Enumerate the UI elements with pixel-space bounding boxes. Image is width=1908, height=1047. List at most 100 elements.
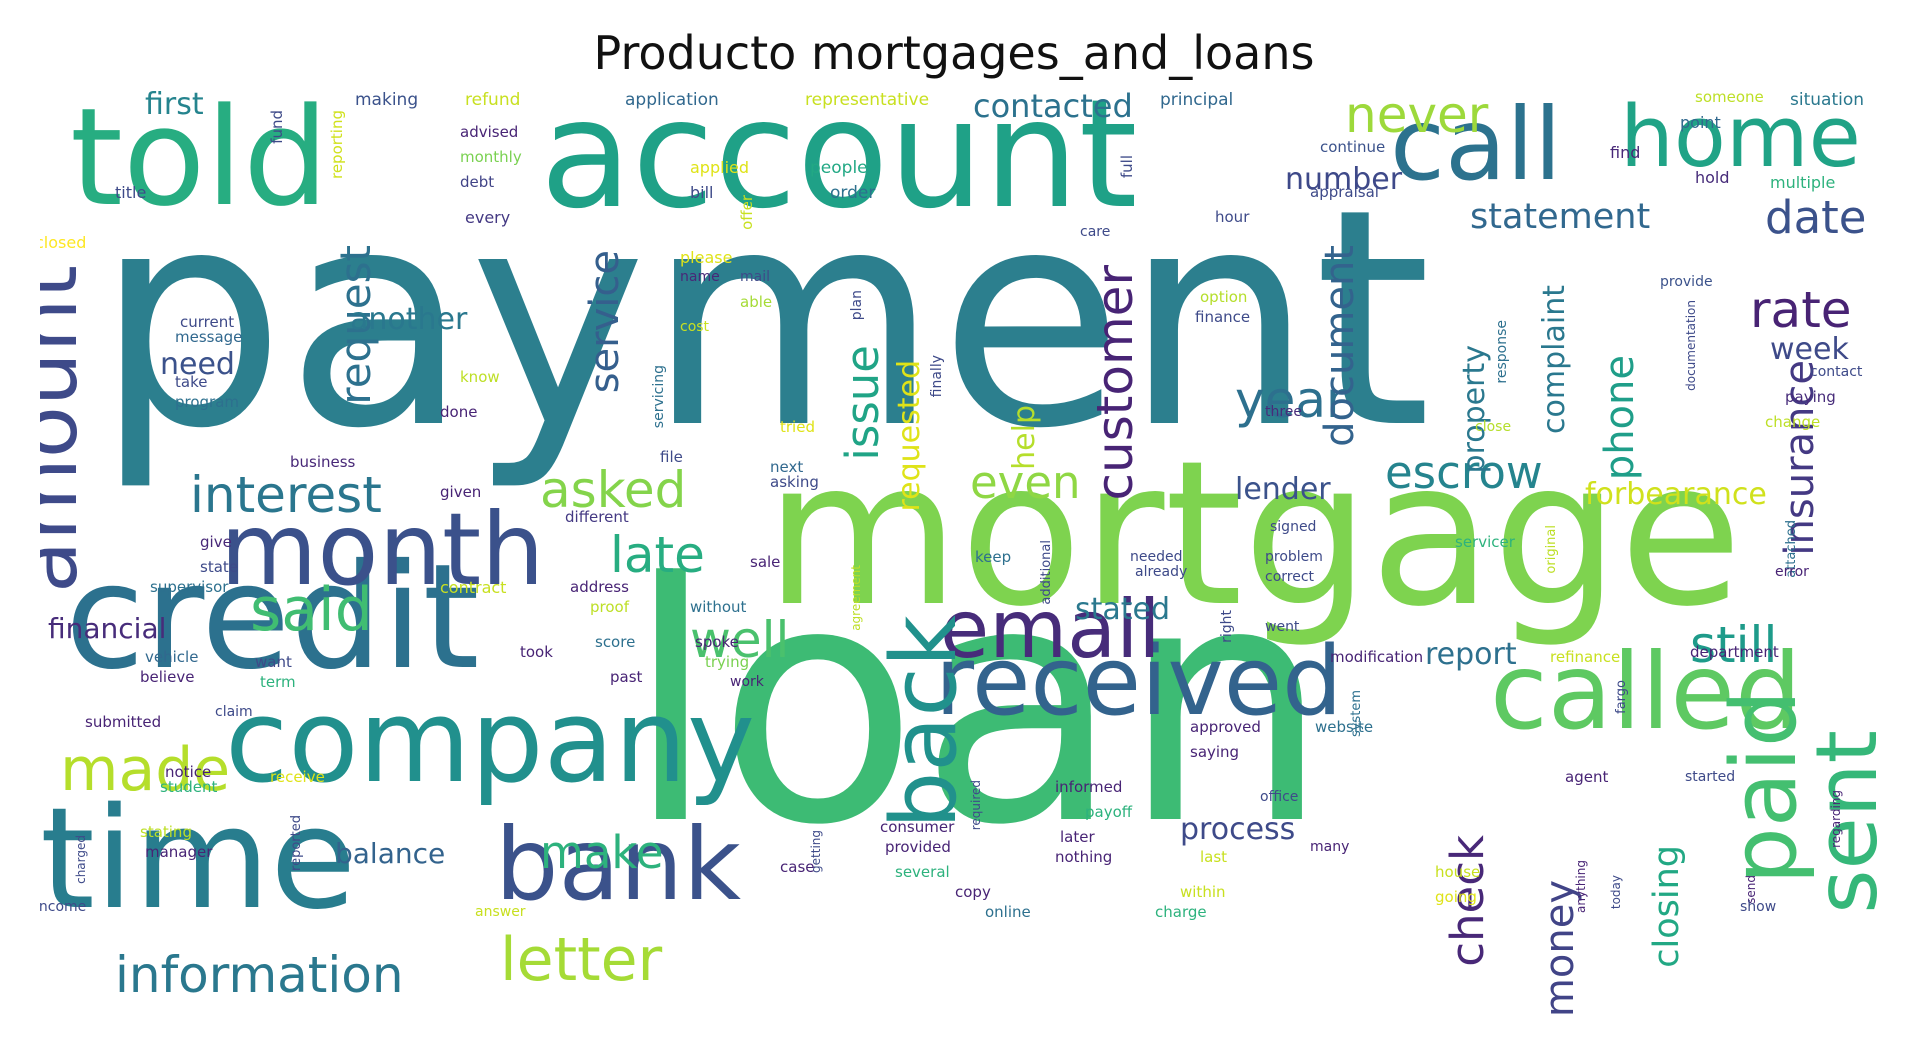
cloud-word-want: want xyxy=(255,653,292,671)
cloud-word-manager: manager xyxy=(145,843,213,861)
cloud-word-given: given xyxy=(440,483,482,501)
cloud-word-business: business xyxy=(290,453,356,471)
cloud-word-finally: finally xyxy=(929,355,945,398)
cloud-word-mortgage: mortgage xyxy=(765,418,1743,651)
cloud-word-interest: interest xyxy=(190,466,382,524)
cloud-word-nothing: nothing xyxy=(1055,848,1113,866)
cloud-word-balance: balance xyxy=(335,837,446,870)
cloud-word-offer: offer xyxy=(738,195,756,230)
cloud-word-closed: closed xyxy=(40,233,87,252)
cloud-word-account: account xyxy=(540,90,1138,242)
cloud-word-made: made xyxy=(60,735,231,805)
cloud-word-contract: contract xyxy=(440,578,507,597)
cloud-word-cost: cost xyxy=(680,319,710,335)
cloud-word-help: help xyxy=(1007,405,1042,470)
cloud-word-people: people xyxy=(810,158,868,178)
cloud-word-last: last xyxy=(1200,848,1228,866)
cloud-word-hold: hold xyxy=(1695,168,1730,187)
cloud-word-original: original xyxy=(1544,525,1559,574)
cloud-word-within: within xyxy=(1180,883,1226,901)
cloud-word-week: week xyxy=(1770,332,1849,367)
cloud-word-information: information xyxy=(115,946,404,1004)
cloud-word-submitted: submitted xyxy=(85,713,162,731)
cloud-word-told: told xyxy=(70,90,329,236)
cloud-word-vehicle: vehicle xyxy=(145,648,199,666)
cloud-word-finance: finance xyxy=(1195,308,1251,326)
cloud-word-know: know xyxy=(460,368,500,386)
cloud-word-online: online xyxy=(985,903,1031,921)
cloud-word-term: term xyxy=(260,673,296,691)
cloud-word-signed: signed xyxy=(1270,519,1317,535)
cloud-word-title: title xyxy=(115,183,147,202)
cloud-word-late: late xyxy=(610,526,705,584)
cloud-word-letter: letter xyxy=(500,925,663,995)
cloud-word-asked: asked xyxy=(540,461,687,519)
word-cloud: payment loan mortgage account told credit time… xyxy=(40,90,1880,1020)
cloud-word-show: show xyxy=(1740,899,1777,915)
cloud-word-servicer: servicer xyxy=(1455,533,1515,551)
cloud-word-fargo: fargo xyxy=(1614,680,1629,714)
cloud-word-supervisor: supervisor xyxy=(150,578,229,596)
cloud-word-stated: stated xyxy=(1075,592,1171,627)
cloud-word-principal: principal xyxy=(1160,90,1234,110)
cloud-word-proof: proof xyxy=(590,598,629,616)
cloud-word-customer: customer xyxy=(1086,265,1144,501)
cloud-word-option: option xyxy=(1200,288,1248,306)
cloud-word-receive: receive xyxy=(270,768,325,786)
cloud-word-debt: debt xyxy=(460,173,495,191)
cloud-word-company: company xyxy=(225,675,756,809)
cloud-word-without: without xyxy=(690,598,747,616)
cloud-word-continue: continue xyxy=(1320,138,1386,156)
cloud-word-past: past xyxy=(610,668,643,686)
cloud-word-response: response xyxy=(1494,320,1510,384)
cloud-word-property: property xyxy=(1457,345,1492,474)
cloud-word-please: please xyxy=(680,248,733,267)
cloud-word-credit: credit xyxy=(65,533,480,702)
cloud-word-called: called xyxy=(1490,631,1802,753)
cloud-word-house: house xyxy=(1435,863,1481,881)
cloud-word-later: later xyxy=(1060,828,1095,846)
cloud-word-paying: paying xyxy=(1785,388,1836,406)
cloud-word-message: message xyxy=(175,328,243,346)
cloud-word-appraisal: appraisal xyxy=(1310,183,1379,201)
cloud-word-documentation: documentation xyxy=(1684,300,1698,391)
cloud-word-error: error xyxy=(1775,564,1809,580)
cloud-word-website: website xyxy=(1315,718,1374,736)
cloud-word-plan: plan xyxy=(849,290,865,321)
cloud-word-provide: provide xyxy=(1660,274,1713,290)
cloud-word-anything: anything xyxy=(1574,860,1588,913)
cloud-word-stating: stating xyxy=(140,823,192,841)
cloud-word-close: close xyxy=(1475,419,1512,435)
cloud-word-claim: claim xyxy=(215,704,253,720)
cloud-word-representative: representative xyxy=(805,90,930,110)
cloud-word-situation: situation xyxy=(1790,90,1865,110)
cloud-word-file: file xyxy=(660,448,683,466)
cloud-word-time: time xyxy=(40,778,357,941)
cloud-word-first: first xyxy=(145,90,204,122)
cloud-word-call: call xyxy=(1390,90,1562,203)
cloud-word-program: program xyxy=(175,393,240,411)
cloud-word-additional: additional xyxy=(1039,540,1054,605)
cloud-word-never: never xyxy=(1345,90,1489,144)
cloud-word-find: find xyxy=(1610,143,1641,162)
cloud-word-refinance: refinance xyxy=(1550,648,1621,666)
cloud-word-regarding: regarding xyxy=(1829,790,1843,848)
chart-title: Producto mortgages_and_loans xyxy=(593,26,1315,80)
cloud-word-charged: charged xyxy=(74,835,88,884)
cloud-word-lender: lender xyxy=(1235,472,1331,507)
cloud-word-several: several xyxy=(895,863,950,881)
cloud-word-started: started xyxy=(1685,769,1736,785)
cloud-word-month: month xyxy=(220,491,545,608)
cloud-word-paid: paid xyxy=(1712,690,1817,885)
cloud-word-closing: closing xyxy=(1647,845,1687,968)
cloud-word-saying: saying xyxy=(1190,743,1240,761)
cloud-word-notice: notice xyxy=(165,763,212,781)
cloud-word-forbearance: forbearance xyxy=(1585,477,1767,512)
cloud-word-current: current xyxy=(180,313,235,331)
cloud-word-care: care xyxy=(1080,224,1111,240)
cloud-word-name: name xyxy=(680,269,720,285)
cloud-word-done: done xyxy=(440,403,478,421)
cloud-word-provided: provided xyxy=(885,838,951,856)
cloud-word-reported: reported xyxy=(289,815,304,871)
cloud-word-income: income xyxy=(40,899,87,915)
